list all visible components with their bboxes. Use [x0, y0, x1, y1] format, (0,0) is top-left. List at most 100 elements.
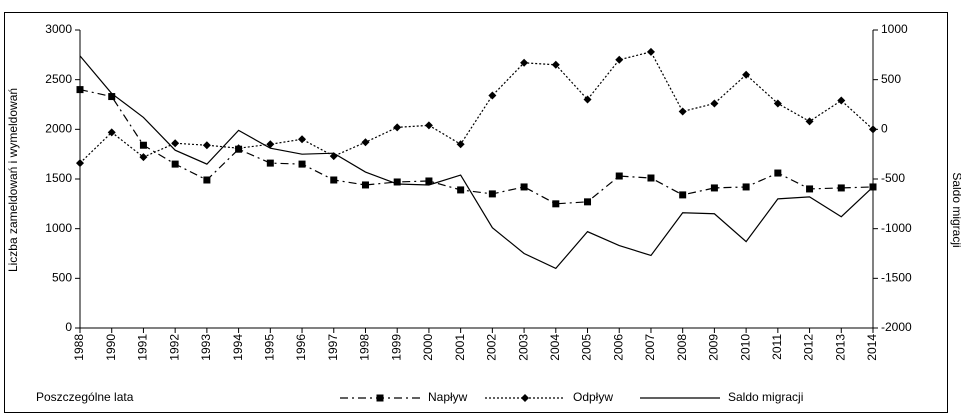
- series-line: [79, 51, 874, 164]
- point: [76, 86, 84, 94]
- x-tick-label: 1995: [262, 334, 276, 361]
- y2-tick-label: -1500: [881, 271, 912, 285]
- point: [742, 183, 750, 191]
- point: [361, 138, 370, 147]
- x-tick-label: 1991: [136, 334, 150, 361]
- point: [520, 58, 529, 67]
- x-tick-label: 1999: [389, 334, 403, 361]
- y-tick-label: 1500: [45, 171, 72, 185]
- point: [742, 70, 751, 79]
- x-tick-label: 2013: [833, 334, 847, 361]
- frame: [4, 12, 948, 413]
- point: [837, 96, 846, 105]
- point: [488, 190, 496, 198]
- point: [425, 177, 433, 185]
- y-axis-label: Liczba zameldowań i wymeldowań: [6, 88, 20, 272]
- legend-marker: [521, 394, 529, 402]
- point: [393, 178, 401, 186]
- point: [774, 169, 782, 177]
- point: [424, 121, 433, 130]
- point: [266, 140, 275, 149]
- x-axis-label: Poszczególne lata: [36, 390, 134, 404]
- y-tick-label: 3000: [45, 22, 72, 36]
- x-tick-label: 1988: [72, 334, 86, 361]
- x-tick-label: 2012: [802, 334, 816, 361]
- point: [615, 55, 624, 64]
- point: [806, 185, 814, 193]
- x-tick-label: 2004: [548, 334, 562, 361]
- point: [361, 181, 369, 189]
- point: [330, 176, 338, 184]
- x-tick-label: 2003: [516, 334, 530, 361]
- point: [615, 172, 623, 180]
- point: [171, 139, 180, 148]
- point: [171, 160, 179, 168]
- point: [457, 186, 465, 194]
- point: [203, 176, 211, 184]
- x-tick-label: 1990: [104, 334, 118, 361]
- y-tick-label: 0: [65, 320, 72, 334]
- point: [76, 159, 84, 168]
- legend-label: Saldo migracji: [728, 390, 803, 404]
- y2-tick-label: -2000: [881, 320, 912, 334]
- legend-label: Napływ: [428, 390, 468, 404]
- x-tick-label: 1993: [199, 334, 213, 361]
- series-line: [79, 55, 874, 270]
- point: [520, 183, 528, 191]
- legend-marker: [376, 394, 384, 402]
- point: [551, 60, 560, 69]
- point: [108, 93, 116, 101]
- series-line: [79, 89, 874, 205]
- y-tick-label: 1000: [45, 221, 72, 235]
- point: [710, 184, 718, 192]
- x-tick-label: 1998: [358, 334, 372, 361]
- x-tick-label: 2000: [421, 334, 435, 361]
- y2-tick-label: 1000: [881, 22, 908, 36]
- x-tick-label: 2001: [453, 334, 467, 361]
- point: [837, 184, 845, 192]
- point: [298, 160, 306, 168]
- point: [583, 95, 592, 104]
- point: [234, 144, 243, 153]
- y-tick-label: 500: [52, 271, 72, 285]
- point: [139, 153, 148, 162]
- x-tick-label: 1992: [167, 334, 181, 361]
- point: [266, 159, 274, 167]
- y2-tick-label: 0: [881, 122, 888, 136]
- point: [584, 198, 592, 206]
- x-tick-label: 2002: [485, 334, 499, 361]
- x-tick-label: 2010: [738, 334, 752, 361]
- point: [488, 91, 497, 100]
- point: [298, 135, 307, 144]
- point: [456, 140, 465, 149]
- x-tick-label: 2006: [611, 334, 625, 361]
- y2-tick-label: -1000: [881, 221, 912, 235]
- y2-axis-label: Saldo migracji: [950, 172, 961, 247]
- point: [552, 200, 560, 208]
- y-tick-label: 2000: [45, 122, 72, 136]
- point: [710, 99, 719, 108]
- x-tick-label: 2005: [580, 334, 594, 361]
- point: [393, 123, 402, 132]
- x-tick-label: 2008: [675, 334, 689, 361]
- y-tick-label: 2500: [45, 72, 72, 86]
- x-tick-label: 2009: [707, 334, 721, 361]
- point: [679, 191, 687, 199]
- x-tick-label: 2014: [865, 334, 879, 361]
- x-tick-label: 1997: [326, 334, 340, 361]
- x-tick-label: 2007: [643, 334, 657, 361]
- point: [139, 141, 147, 149]
- y2-tick-label: -500: [881, 171, 905, 185]
- point: [646, 47, 655, 56]
- x-tick-label: 2011: [770, 334, 784, 360]
- point: [678, 107, 687, 116]
- point: [107, 128, 116, 137]
- x-tick-label: 1996: [294, 334, 308, 361]
- point: [773, 99, 782, 108]
- x-tick-label: 1994: [231, 334, 245, 361]
- point: [647, 174, 655, 182]
- point: [202, 141, 211, 150]
- legend-label: Odpływ: [573, 390, 613, 404]
- point: [869, 125, 877, 134]
